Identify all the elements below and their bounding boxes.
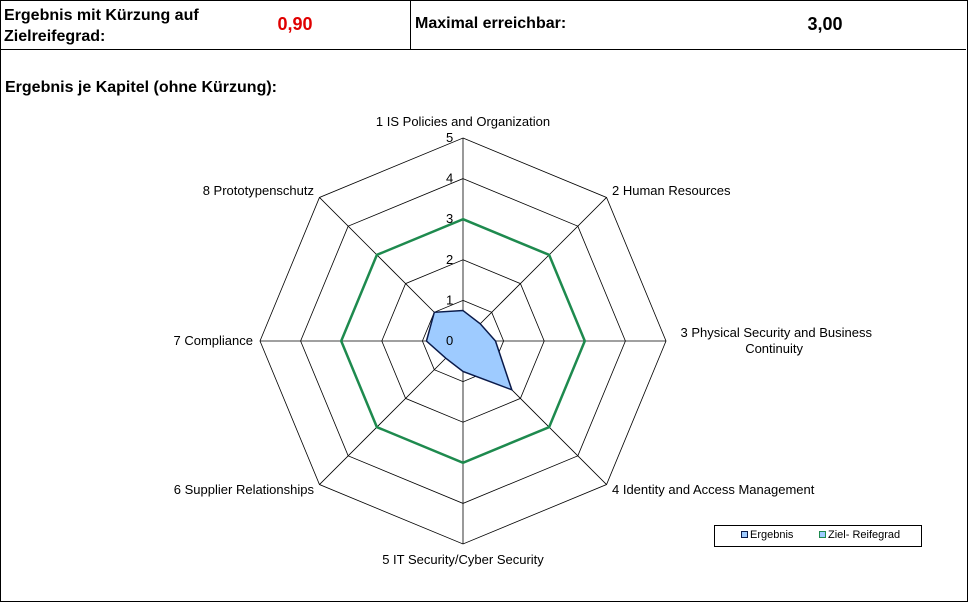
- axis-label-6: 6 Supplier Relationships: [174, 482, 315, 497]
- tick-label-1: 1: [446, 292, 453, 307]
- max-value: 3,00: [807, 14, 843, 34]
- axis-label-1: 1 IS Policies and Organization: [376, 114, 550, 129]
- header-divider: [410, 0, 411, 49]
- axis-label-5: 5 IT Security/Cyber Security: [382, 552, 544, 567]
- legend-swatch-ziel: [819, 530, 826, 538]
- chart-legend: Ergebnis Ziel- Reifegrad: [714, 525, 922, 547]
- series-ergebnis: [425, 309, 514, 392]
- tick-label-3: 3: [446, 211, 453, 226]
- axis-spoke-2: [462, 197, 607, 342]
- tick-label-2: 2: [446, 252, 453, 267]
- result-label-line2: Zielreifegrad:: [4, 28, 106, 45]
- result-label-line1: Ergebnis mit Kürzung auf: [4, 7, 199, 24]
- legend-item-ergebnis: Ergebnis: [741, 529, 793, 541]
- result-value: 0,90: [277, 14, 313, 34]
- tick-label-4: 4: [446, 171, 453, 186]
- axis-label-2: 2 Human Resources: [612, 183, 731, 198]
- legend-swatch-ergebnis: [741, 530, 748, 538]
- section-title: Ergebnis je Kapitel (ohne Kürzung):: [5, 79, 278, 96]
- axis-label-3-line1: 3 Physical Security and Business: [681, 325, 873, 340]
- legend-item-ziel: Ziel- Reifegrad: [819, 529, 900, 541]
- max-label: Maximal erreichbar:: [415, 15, 567, 32]
- tick-label-5: 5: [446, 130, 453, 145]
- axis-spoke-6: [319, 340, 464, 485]
- legend-label-ergebnis: Ergebnis: [750, 529, 794, 541]
- tick-label-0: 0: [446, 333, 453, 348]
- axis-label-4: 4 Identity and Access Management: [612, 482, 815, 497]
- axis-label-7: 7 Compliance: [174, 333, 254, 348]
- header-row: Ergebnis mit Kürzung auf Zielreifegrad: …: [0, 0, 966, 50]
- axis-label-8: 8 Prototypenschutz: [203, 183, 314, 198]
- result-label: Ergebnis mit Kürzung auf Zielreifegrad:: [4, 5, 234, 47]
- legend-label-ziel: Ziel- Reifegrad: [828, 529, 901, 541]
- axis-label-3-line2: Continuity: [745, 341, 803, 356]
